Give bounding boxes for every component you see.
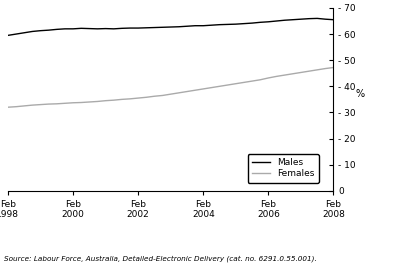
Males	[168, 25, 173, 29]
Females	[54, 102, 59, 105]
Females	[290, 72, 295, 75]
Text: Source: Labour Force, Australia, Detailed-Electronic Delivery (cat. no. 6291.0.5: Source: Labour Force, Australia, Detaile…	[4, 256, 317, 262]
Males	[185, 25, 189, 28]
Females	[233, 82, 238, 85]
Males	[87, 27, 92, 30]
Females	[160, 94, 165, 97]
Males	[331, 18, 336, 21]
Females	[30, 104, 35, 107]
Males	[71, 27, 75, 30]
Y-axis label: %: %	[356, 89, 365, 99]
Males	[6, 34, 10, 37]
Males	[258, 21, 262, 24]
Males	[103, 27, 108, 30]
Males	[233, 23, 238, 26]
Males	[209, 24, 214, 27]
Males	[306, 17, 311, 20]
Females	[22, 104, 27, 108]
Females	[6, 106, 10, 109]
Females	[136, 96, 141, 100]
Males	[62, 27, 67, 30]
Males	[127, 26, 132, 30]
Males	[315, 17, 320, 20]
Males	[54, 28, 59, 31]
Males	[274, 19, 279, 23]
Females	[176, 91, 181, 94]
Males	[266, 20, 271, 23]
Females	[144, 96, 148, 99]
Females	[250, 80, 254, 83]
Females	[185, 90, 189, 93]
Males	[290, 18, 295, 21]
Females	[127, 97, 132, 100]
Males	[201, 24, 206, 27]
Females	[152, 95, 157, 98]
Males	[119, 27, 124, 30]
Females	[111, 99, 116, 102]
Females	[119, 98, 124, 101]
Females	[13, 105, 18, 108]
Females	[168, 92, 173, 96]
Females	[95, 100, 100, 103]
Females	[323, 67, 328, 70]
Line: Males: Males	[8, 18, 333, 35]
Males	[299, 17, 303, 21]
Females	[274, 75, 279, 78]
Males	[282, 19, 287, 22]
Females	[209, 86, 214, 89]
Males	[136, 26, 141, 30]
Females	[241, 81, 246, 84]
Females	[225, 83, 230, 87]
Males	[22, 31, 27, 34]
Males	[111, 27, 116, 30]
Females	[217, 85, 222, 88]
Females	[306, 70, 311, 73]
Females	[87, 100, 92, 104]
Females	[71, 101, 75, 104]
Females	[258, 78, 262, 81]
Males	[38, 29, 43, 32]
Males	[144, 26, 148, 29]
Males	[193, 24, 197, 27]
Males	[46, 29, 51, 32]
Females	[193, 89, 197, 92]
Males	[176, 25, 181, 28]
Legend: Males, Females: Males, Females	[247, 154, 319, 183]
Females	[266, 76, 271, 80]
Males	[95, 27, 100, 30]
Females	[201, 87, 206, 91]
Females	[315, 68, 320, 72]
Males	[152, 26, 157, 29]
Females	[79, 101, 83, 104]
Males	[160, 26, 165, 29]
Males	[225, 23, 230, 26]
Males	[323, 17, 328, 21]
Females	[46, 103, 51, 106]
Line: Females: Females	[8, 68, 333, 107]
Females	[299, 71, 303, 74]
Males	[241, 22, 246, 25]
Females	[282, 73, 287, 77]
Males	[250, 21, 254, 25]
Females	[103, 99, 108, 102]
Females	[331, 66, 336, 69]
Males	[79, 27, 83, 30]
Males	[217, 23, 222, 26]
Females	[38, 103, 43, 106]
Males	[13, 33, 18, 36]
Females	[62, 102, 67, 105]
Males	[30, 30, 35, 33]
